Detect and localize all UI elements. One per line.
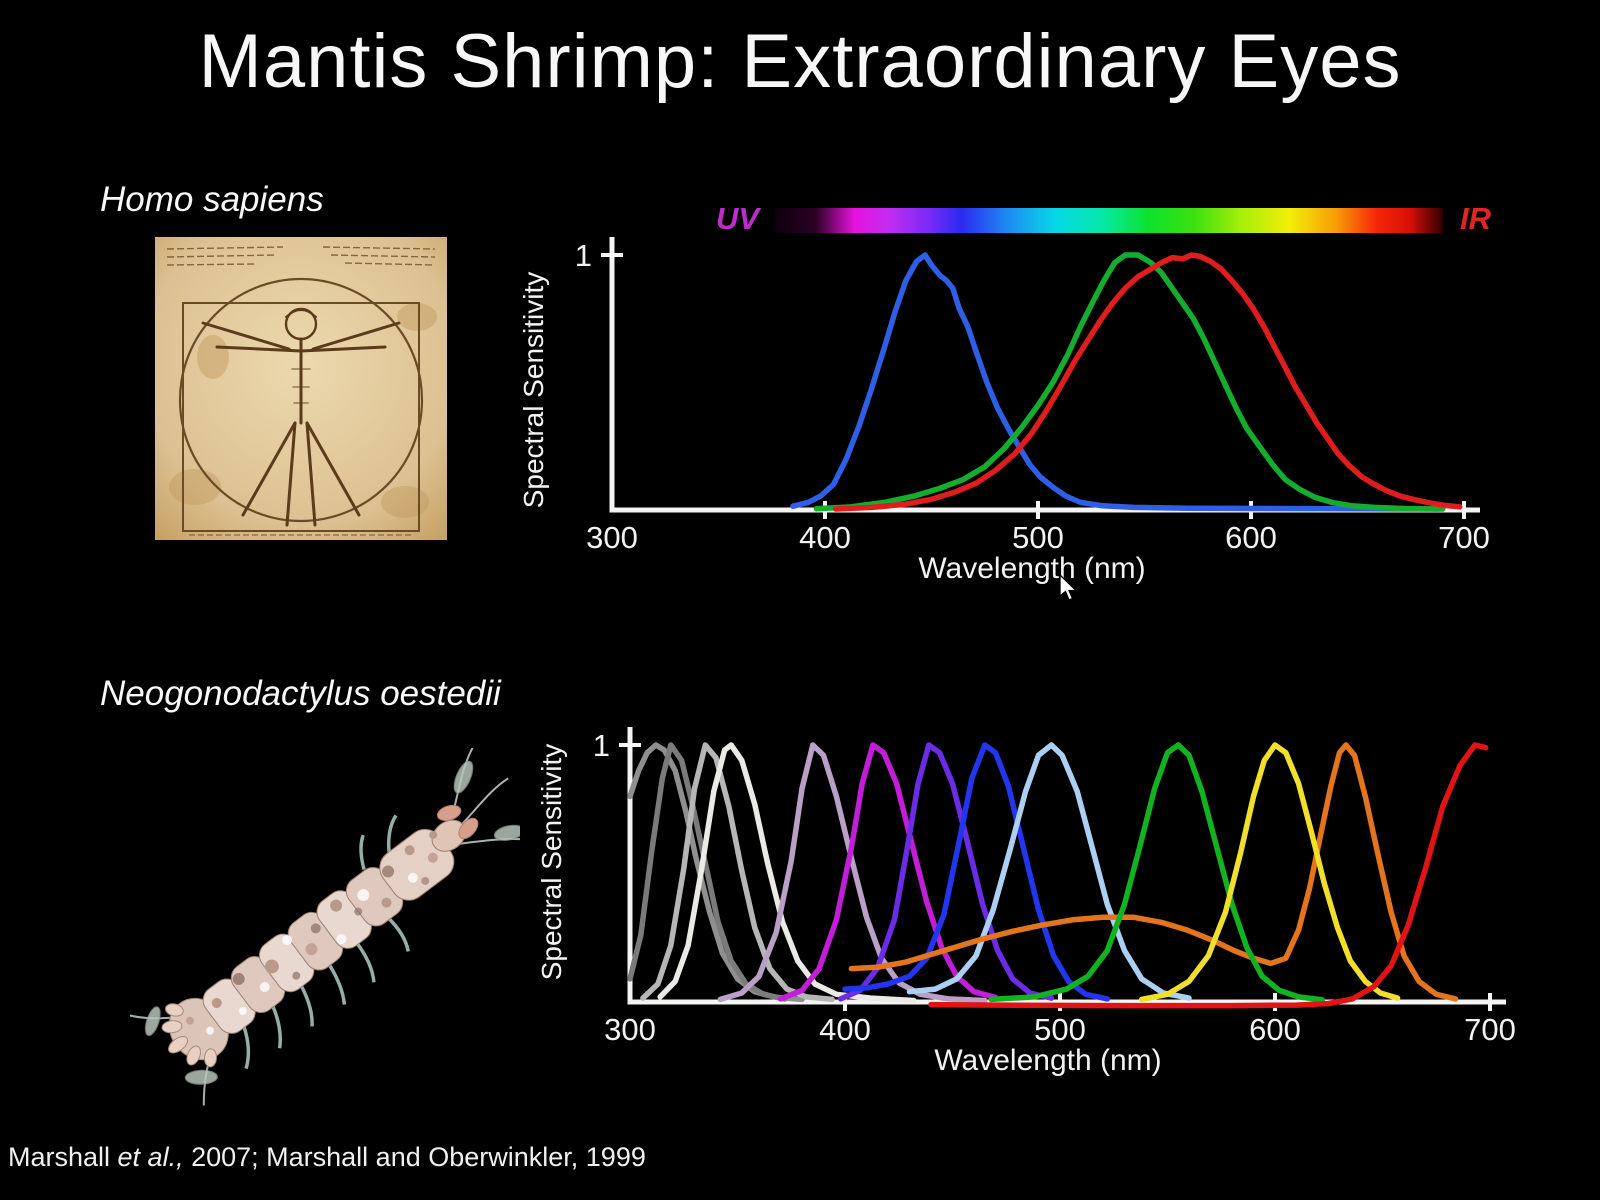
x-tick-label-500: 500 [1034,1012,1086,1047]
curve-uv-receptor-335-nm- [640,742,835,1003]
vitruvian-square [182,302,420,532]
ir-label: IR [1460,201,1491,236]
curve-orange-receptor-broad-peak-633-nm- [848,742,1459,1002]
citation: Marshall et al., 2007; Marshall and Ober… [8,1142,646,1173]
x-tick-label-600: 600 [1249,1012,1301,1047]
shrimp-eyes [436,804,479,840]
axis-lines [627,727,1506,1005]
vitruvian-man-image [155,237,447,540]
uv-label: UV [716,201,760,236]
x-tick-label-300: 300 [604,1012,656,1047]
x-tick-label-500: 500 [1012,520,1064,555]
curve-m-cone-green- [813,252,1446,512]
curve-yellow-receptor-600-nm- [1138,742,1401,1003]
y-tick-label: 1 [593,728,610,763]
vitruvian-figure [201,307,401,527]
x-tick-label-400: 400 [819,1012,871,1047]
x-tick-label-600: 600 [1225,520,1277,555]
curve-uv-receptor-347-nm- [657,742,917,1004]
curve-purple-receptor-413-nm- [777,742,999,1002]
citation-prefix: Marshall [8,1142,118,1172]
shrimp-mottling [185,830,438,1035]
vitruvian-circle [178,277,424,523]
y-tick-label: 1 [575,238,592,273]
species-label-homo-sapiens: Homo sapiens [100,180,324,219]
citation-italic: et al., [117,1142,184,1172]
citation-suffix: 2007; Marshall and Oberwinkler, 1999 [183,1142,646,1172]
curve-blue-green-receptor-496-nm- [906,742,1192,1001]
curve-blue-receptor-465-nm- [842,742,1111,1002]
x-tick-label-300: 300 [586,520,638,555]
curve-indigo-receptor-439-nm- [837,742,1055,1002]
curve-red-receptor-695-nm- [928,742,1489,1009]
y-axis-title: Spectral Sensitivity [520,272,549,509]
mouse-cursor-icon [1059,574,1078,601]
species-label-neogonodactylus: Neogonodactylus oestedii [100,674,501,713]
curve-s-cone-blue- [790,252,1442,512]
shrimp-antennal-scales [144,760,520,1085]
x-tick-label-700: 700 [1438,520,1490,555]
chart-human-spectral-sensitivity: 1 300 400 500 600 700 Wavelength (nm) Spectral … [520,237,1490,585]
handwriting-lines-top [166,246,436,266]
spectrum-gradient-bar [775,208,1443,233]
x-tick-label-700: 700 [1464,1012,1516,1047]
page-title: Mantis Shrimp: Extraordinary Eyes [198,19,1402,104]
curve-violet-receptor-385-nm- [717,742,988,1004]
x-axis-title: Wavelength (nm) [918,552,1145,585]
x-tick-label-400: 400 [799,520,851,555]
chart-shrimp-spectral-sensitivity: 1 300 400 500 600 700 Wavelength (nm) Spectral … [536,727,1516,1077]
mantis-shrimp-image [130,748,520,1106]
shrimp-legs [241,814,410,1070]
shrimp-body-segments [202,819,466,1034]
curve-green-receptor-555-nm- [988,742,1326,1003]
curve-l-cone-red- [832,252,1463,512]
curve-uv-receptor-319-nm- [627,742,788,1002]
x-axis-title: Wavelength (nm) [934,1044,1161,1077]
y-axis-title: Spectral Sensitivity [536,744,567,981]
